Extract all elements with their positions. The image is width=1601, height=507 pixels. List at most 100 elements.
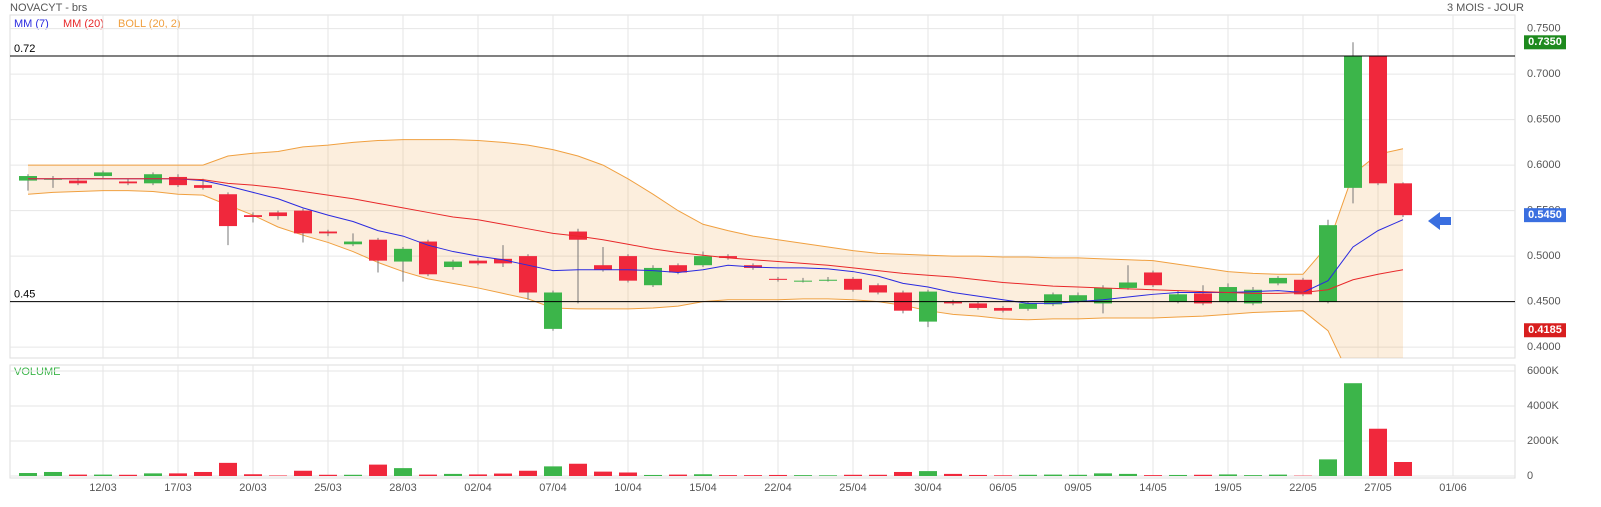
last-price-arrow	[1428, 212, 1451, 230]
y-tick-label: 0.6500	[1527, 114, 1561, 126]
volume-bar	[619, 472, 637, 476]
candle-body	[169, 176, 187, 186]
price-tag-label: 0.4185	[1528, 324, 1562, 336]
candle-body	[519, 256, 537, 293]
chart-title: NOVACYT - brs	[10, 2, 88, 14]
x-tick-label: 28/03	[389, 482, 417, 494]
volume-bar	[69, 474, 87, 476]
candle-body	[319, 231, 337, 234]
volume-bar	[694, 474, 712, 476]
volume-bar	[44, 471, 62, 476]
volume-tick-label: 4000K	[1527, 400, 1559, 412]
x-tick-label: 14/05	[1139, 482, 1167, 494]
y-tick-label: 0.7500	[1527, 23, 1561, 35]
candle-body	[544, 292, 562, 329]
candle-body	[1094, 287, 1112, 304]
price-panel	[9, 14, 1516, 359]
candle-body	[444, 261, 462, 268]
x-tick-label: 22/04	[764, 482, 792, 494]
volume-bar	[819, 475, 837, 476]
price-plot	[19, 42, 1412, 358]
x-tick-label: 25/03	[314, 482, 342, 494]
x-tick-label: 10/04	[614, 482, 642, 494]
volume-bar	[269, 475, 287, 476]
x-tick-label: 01/06	[1439, 482, 1467, 494]
x-tick-label: 20/03	[239, 482, 267, 494]
candle-body	[944, 301, 962, 304]
y-tick-label: 0.4500	[1527, 295, 1561, 307]
volume-bar	[444, 473, 462, 476]
chart-subtitle: 3 MOIS - JOUR	[1447, 2, 1524, 14]
volume-bar	[844, 474, 862, 476]
candle-body	[1219, 287, 1237, 302]
volume-bar	[519, 470, 537, 476]
price-tag	[1524, 323, 1566, 338]
volume-label: VOLUME	[14, 366, 60, 378]
reference-label: 0.72	[14, 43, 35, 55]
volume-bar	[794, 475, 812, 476]
volume-tick-label: 2000K	[1527, 435, 1559, 447]
candle-body	[369, 239, 387, 261]
candle-body	[919, 291, 937, 322]
candle-body	[344, 241, 362, 245]
candle-body	[1269, 277, 1287, 284]
candle-body	[419, 241, 437, 275]
volume-bar	[469, 474, 487, 476]
candle-body	[219, 194, 237, 227]
volume-tick-label: 6000K	[1527, 365, 1559, 377]
y-tick-label: 0.7000	[1527, 68, 1561, 80]
x-tick-label: 30/04	[914, 482, 942, 494]
candle-body	[119, 181, 137, 184]
volume-bar	[1044, 474, 1062, 476]
volume-bar	[1194, 474, 1212, 476]
candle-body	[1119, 282, 1137, 288]
volume-bar	[1019, 474, 1037, 476]
y-tick-label: 0.5000	[1527, 250, 1561, 262]
candle-body	[1394, 183, 1412, 216]
volume-bar	[1394, 461, 1412, 476]
candle-body	[1169, 294, 1187, 302]
volume-bar	[144, 473, 162, 476]
candle-body	[769, 278, 787, 280]
price-tag-label: 0.7350	[1528, 36, 1562, 48]
volume-bar	[944, 473, 962, 476]
legend-entry: BOLL (20, 2)	[118, 18, 181, 30]
volume-bar	[894, 471, 912, 476]
volume-bar	[994, 475, 1012, 476]
x-tick-label: 12/03	[89, 482, 117, 494]
y-tick-label: 0.6000	[1527, 159, 1561, 171]
volume-bar	[419, 474, 437, 476]
volume-tick-label: 0	[1527, 470, 1533, 482]
volume-bar	[219, 462, 237, 476]
volume-bar	[594, 471, 612, 476]
volume-bar	[169, 473, 187, 476]
volume-bar	[544, 466, 562, 476]
candle-body	[969, 303, 987, 308]
candle-body	[294, 210, 312, 234]
candle-body	[1194, 293, 1212, 304]
volume-bar	[919, 471, 937, 476]
volume-bar	[1144, 475, 1162, 476]
x-tick-label: 27/05	[1364, 482, 1392, 494]
candle-body	[1144, 272, 1162, 286]
x-tick-label: 02/04	[464, 482, 492, 494]
candle-body	[819, 279, 837, 281]
candle-body	[794, 280, 812, 282]
volume-bar	[344, 474, 362, 476]
y-tick-label: 0.4000	[1527, 341, 1561, 353]
volume-bar	[244, 474, 262, 476]
candle-body	[994, 307, 1012, 311]
volume-bar	[1244, 475, 1262, 476]
candle-body	[1344, 55, 1362, 188]
candle-body	[619, 256, 637, 281]
grid	[10, 15, 1515, 477]
price-tag	[1524, 208, 1566, 223]
candle-body	[1019, 303, 1037, 309]
volume-bar	[94, 474, 112, 476]
volume-panel	[9, 364, 1516, 479]
volume-bar	[1319, 459, 1337, 476]
volume-bar	[969, 474, 987, 476]
bollinger-upper	[28, 139, 1404, 275]
reference-label: 0.45	[14, 288, 35, 300]
volume-bar	[294, 470, 312, 476]
